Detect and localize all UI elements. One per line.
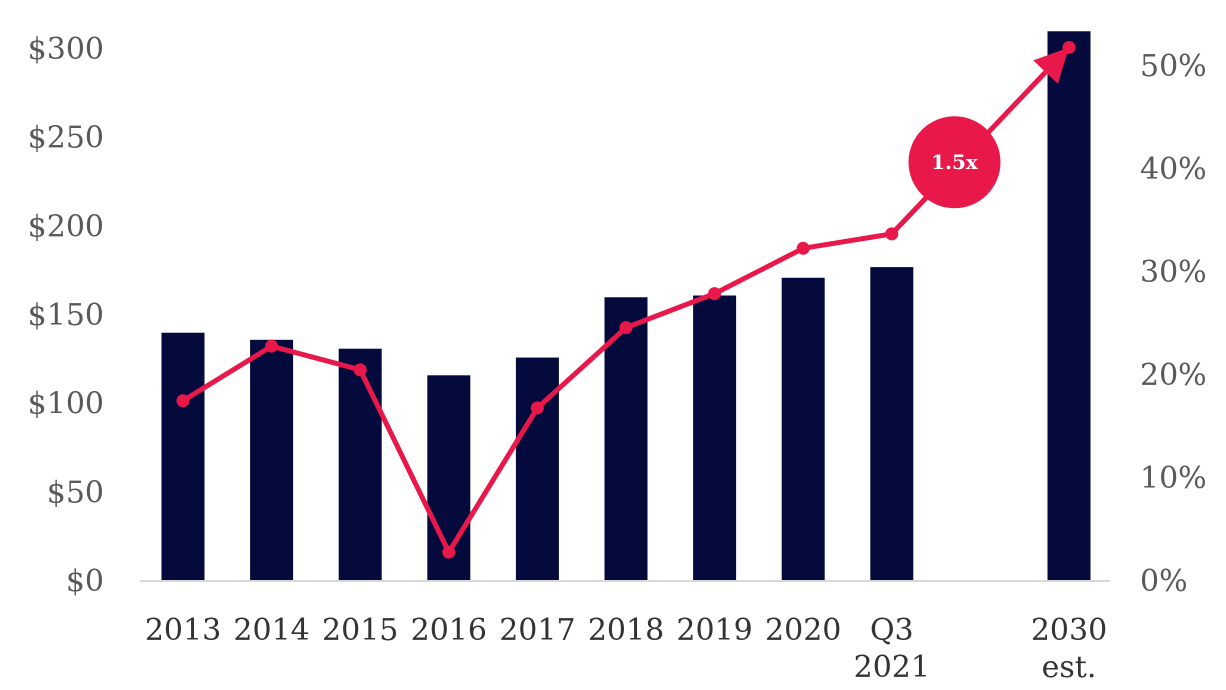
- line-point: [442, 545, 456, 559]
- line-point: [530, 401, 544, 415]
- category-label: 2016: [411, 613, 487, 648]
- line-point: [265, 339, 279, 353]
- category-label: 2021: [854, 650, 930, 685]
- bar-series: [161, 31, 1091, 582]
- growth-annotation: 1.5x: [908, 116, 1001, 209]
- bar: [693, 295, 737, 581]
- annotation-badge: [908, 116, 1001, 209]
- line-point: [796, 241, 810, 255]
- left-tick-label: $50: [47, 475, 104, 510]
- category-label: 2015: [322, 613, 398, 648]
- category-label: 2018: [588, 613, 664, 648]
- category-label: 2017: [499, 613, 575, 648]
- bar: [870, 267, 914, 581]
- annotation-label: 1.5x: [931, 150, 979, 174]
- category-label: 2019: [676, 613, 752, 648]
- category-label: 2013: [145, 613, 221, 648]
- left-tick-label: $250: [28, 121, 104, 156]
- bar: [781, 277, 825, 581]
- right-tick-label: 20%: [1140, 358, 1207, 393]
- line-point: [708, 287, 722, 301]
- right-tick-label: 50%: [1140, 49, 1207, 84]
- left-tick-label: $150: [28, 298, 104, 333]
- growth-arrow-head: [1033, 47, 1069, 84]
- bar: [338, 348, 382, 581]
- category-label: est.: [1042, 650, 1097, 685]
- left-tick-label: $200: [28, 209, 104, 244]
- right-tick-label: 0%: [1140, 564, 1188, 599]
- line-point: [619, 321, 633, 335]
- category-label: 2014: [233, 613, 309, 648]
- bar: [161, 332, 205, 581]
- category-label: Q3: [870, 613, 914, 648]
- bar: [604, 297, 648, 581]
- left-tick-label: $300: [28, 32, 104, 67]
- category-label: 2030: [1031, 613, 1107, 648]
- right-tick-label: 30%: [1140, 255, 1207, 290]
- left-axis: $0 $50 $100 $150 $200 $250 $300: [28, 32, 104, 599]
- bar: [250, 339, 294, 581]
- line-point: [353, 363, 367, 377]
- right-axis: 0% 10% 20% 30% 40% 50%: [1140, 49, 1207, 599]
- right-tick-label: 10%: [1140, 461, 1207, 496]
- left-tick-label: $0: [66, 564, 104, 599]
- bar: [1047, 31, 1091, 582]
- right-tick-label: 40%: [1140, 152, 1207, 187]
- line-point: [176, 394, 190, 408]
- left-tick-label: $100: [28, 387, 104, 422]
- category-label: 2020: [765, 613, 841, 648]
- line-point: [1062, 40, 1076, 54]
